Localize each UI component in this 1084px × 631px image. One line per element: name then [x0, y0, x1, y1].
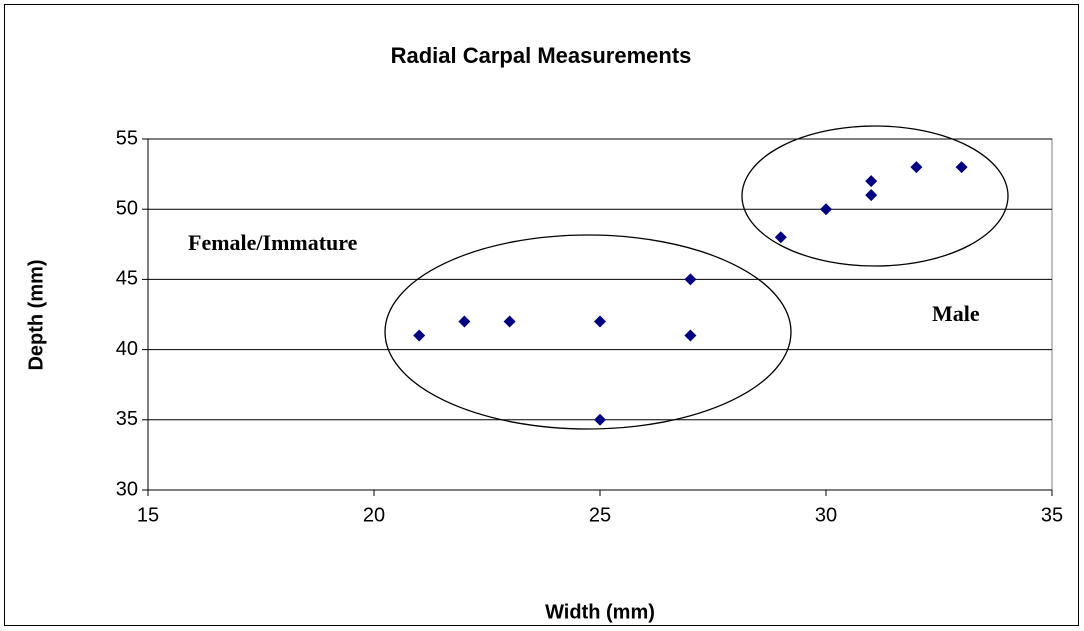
x-tick-label: 25	[589, 504, 611, 526]
point	[458, 315, 471, 328]
y-axis-label: Depth (mm)	[25, 259, 47, 370]
y-tick-label: 45	[116, 268, 138, 290]
x-tick-label: 15	[137, 504, 159, 526]
chart-title: Radial Carpal Measurements	[391, 43, 692, 68]
point	[820, 203, 832, 216]
y-tick-label: 40	[116, 338, 138, 360]
point	[684, 329, 697, 342]
annotation: Female/Immature	[188, 230, 358, 255]
point	[865, 189, 878, 202]
point	[955, 161, 968, 174]
point	[865, 175, 878, 188]
y-tick-label: 35	[116, 408, 138, 430]
x-tick-label: 30	[815, 504, 837, 526]
x-tick-label: 35	[1041, 504, 1063, 526]
point	[594, 315, 606, 328]
point	[684, 273, 697, 286]
point	[774, 231, 787, 244]
y-tick-label: 55	[116, 127, 138, 149]
y-tick-label: 30	[116, 478, 138, 500]
point	[594, 413, 606, 426]
cluster-ellipse	[384, 234, 792, 430]
point	[503, 315, 516, 328]
y-tick-label: 50	[116, 197, 138, 219]
x-axis-label: Width (mm)	[545, 601, 655, 623]
point	[910, 161, 923, 174]
x-tick-label: 20	[363, 504, 385, 526]
annotation: Male	[932, 301, 980, 326]
point	[413, 329, 426, 342]
cluster-ellipse	[741, 125, 1009, 267]
chart-frame	[4, 4, 1079, 626]
